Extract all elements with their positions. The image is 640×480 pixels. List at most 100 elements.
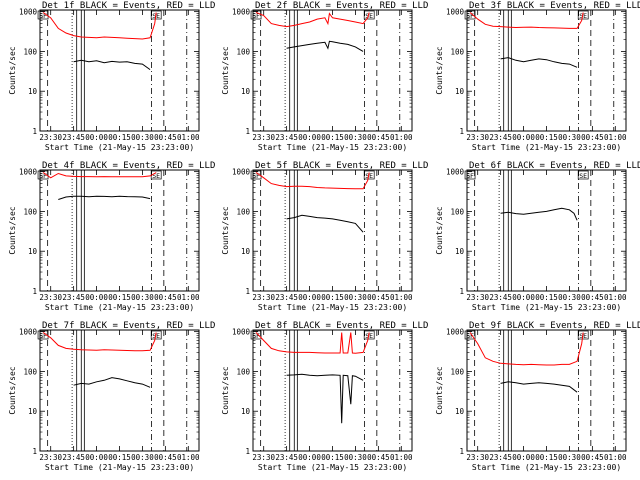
x-axis-label: Start Time (21-May-15 23:23:00): [45, 463, 194, 472]
series-lld-line: [469, 12, 584, 29]
plot-title: Det 6f BLACK = Events, RED = LLD: [469, 161, 640, 171]
series-events-line: [286, 373, 364, 424]
plot-det-1: Det 1f BLACK = Events, RED = LLD Counts/s…: [8, 1, 215, 152]
x-tick-label: 00:15: [321, 293, 344, 302]
series-events-line: [286, 214, 364, 233]
y-tick-label: 1000: [446, 328, 465, 337]
y-tick-label: 1: [245, 287, 250, 296]
y-tick-label: 1000: [232, 168, 251, 177]
x-tick-label: 00:00: [85, 133, 108, 142]
top-marker-label: SE: [579, 172, 587, 180]
top-marker-label: SF: [39, 12, 47, 20]
plot-frame: [252, 9, 413, 132]
top-marker-box: [577, 170, 589, 180]
y-tick-label: 1: [32, 287, 37, 296]
plot-title: Det 3f BLACK = Events, RED = LLD: [469, 1, 640, 11]
x-tick-label: 01:00: [390, 293, 413, 302]
x-tick-label: 23:45: [489, 133, 512, 142]
y-tick-label: 1000: [19, 328, 38, 337]
top-marker-box: [464, 170, 476, 180]
x-axis-label: Start Time (21-May-15 23:23:00): [45, 303, 194, 312]
series-lld-line: [255, 332, 370, 354]
series-lld-line: [255, 172, 370, 190]
top-marker-label: SE: [152, 172, 160, 180]
x-tick-label: 00:45: [581, 453, 604, 462]
plot-title: Det 4f BLACK = Events, RED = LLD: [42, 161, 215, 171]
plot-det-8: Det 8f BLACK = Events, RED = LLD Counts/s…: [221, 321, 428, 472]
x-tick-label: 01:00: [604, 453, 627, 462]
x-tick-label: 00:15: [535, 293, 558, 302]
x-tick-label: 23:30: [39, 293, 62, 302]
y-tick-label: 10: [28, 87, 38, 96]
y-tick-label: 1: [459, 447, 464, 456]
x-tick-label: 00:45: [367, 453, 390, 462]
plot-det-3: Det 3f BLACK = Events, RED = LLD Counts/s…: [435, 1, 640, 152]
top-marker-label: SF: [252, 12, 260, 20]
y-tick-label: 1: [459, 287, 464, 296]
x-axis-label: Start Time (21-May-15 23:23:00): [472, 463, 621, 472]
y-tick-label: 100: [23, 367, 37, 376]
top-marker-label: SF: [39, 172, 47, 180]
x-tick-label: 00:00: [512, 453, 535, 462]
y-axis-label: Counts/sec: [435, 46, 444, 94]
top-marker-label: SE: [152, 12, 160, 20]
x-tick-label: 23:30: [466, 453, 489, 462]
series-lld-line: [42, 12, 157, 40]
x-axis-label: Start Time (21-May-15 23:23:00): [258, 303, 407, 312]
y-tick-label: 1: [32, 127, 37, 136]
x-tick-label: 00:00: [298, 293, 321, 302]
top-marker-box: [363, 170, 375, 180]
plot-title: Det 8f BLACK = Events, RED = LLD: [255, 321, 428, 331]
x-tick-label: 00:30: [558, 453, 581, 462]
y-axis-label: Counts/sec: [435, 366, 444, 414]
x-tick-label: 00:15: [321, 133, 344, 142]
series-events-line: [58, 195, 151, 200]
x-tick-label: 23:45: [62, 293, 85, 302]
x-tick-label: 00:45: [581, 293, 604, 302]
x-tick-label: 01:00: [390, 453, 413, 462]
y-axis-label: Counts/sec: [8, 366, 17, 414]
y-tick-label: 1000: [19, 8, 38, 17]
top-marker-box: [464, 10, 476, 20]
x-tick-label: 00:45: [367, 133, 390, 142]
top-marker-box: [150, 10, 162, 20]
plot-frame: [466, 169, 627, 292]
plot-frame: [466, 9, 627, 132]
plot-det-6: Det 6f BLACK = Events, RED = LLD Counts/s…: [435, 161, 640, 312]
series-lld-line: [469, 332, 584, 366]
y-tick-label: 10: [455, 247, 465, 256]
top-marker-label: SE: [152, 332, 160, 340]
series-events-line: [500, 207, 578, 221]
y-tick-label: 1: [245, 127, 250, 136]
x-tick-label: 00:45: [154, 453, 177, 462]
x-tick-label: 00:00: [85, 453, 108, 462]
top-marker-box: [464, 330, 476, 340]
plot-frame: [466, 329, 627, 452]
y-axis-label: Counts/sec: [8, 46, 17, 94]
series-lld-line: [255, 12, 370, 28]
x-tick-label: 01:00: [177, 133, 200, 142]
series-events-line: [73, 377, 151, 388]
top-marker-label: SE: [579, 332, 587, 340]
x-tick-label: 00:00: [512, 133, 535, 142]
x-tick-label: 23:45: [489, 453, 512, 462]
top-marker-label: SF: [252, 172, 260, 180]
y-axis-label: Counts/sec: [221, 46, 230, 94]
x-tick-label: 00:45: [154, 293, 177, 302]
plot-title: Det 1f BLACK = Events, RED = LLD: [42, 1, 215, 11]
x-tick-label: 00:30: [344, 133, 367, 142]
plot-det-5: Det 5f BLACK = Events, RED = LLD Counts/s…: [221, 161, 428, 312]
x-tick-label: 23:45: [275, 293, 298, 302]
x-tick-label: 00:15: [535, 453, 558, 462]
plot-title: Det 2f BLACK = Events, RED = LLD: [255, 1, 428, 11]
plot-det-4: Det 4f BLACK = Events, RED = LLD Counts/s…: [8, 161, 215, 312]
x-tick-label: 00:15: [108, 453, 131, 462]
y-tick-label: 100: [236, 207, 250, 216]
top-marker-label: SF: [466, 172, 474, 180]
plot-frame: [252, 169, 413, 292]
y-tick-label: 100: [450, 207, 464, 216]
x-tick-label: 23:45: [275, 453, 298, 462]
top-marker-box: [37, 10, 49, 20]
plot-det-9: Det 9f BLACK = Events, RED = LLD Counts/s…: [435, 321, 640, 472]
